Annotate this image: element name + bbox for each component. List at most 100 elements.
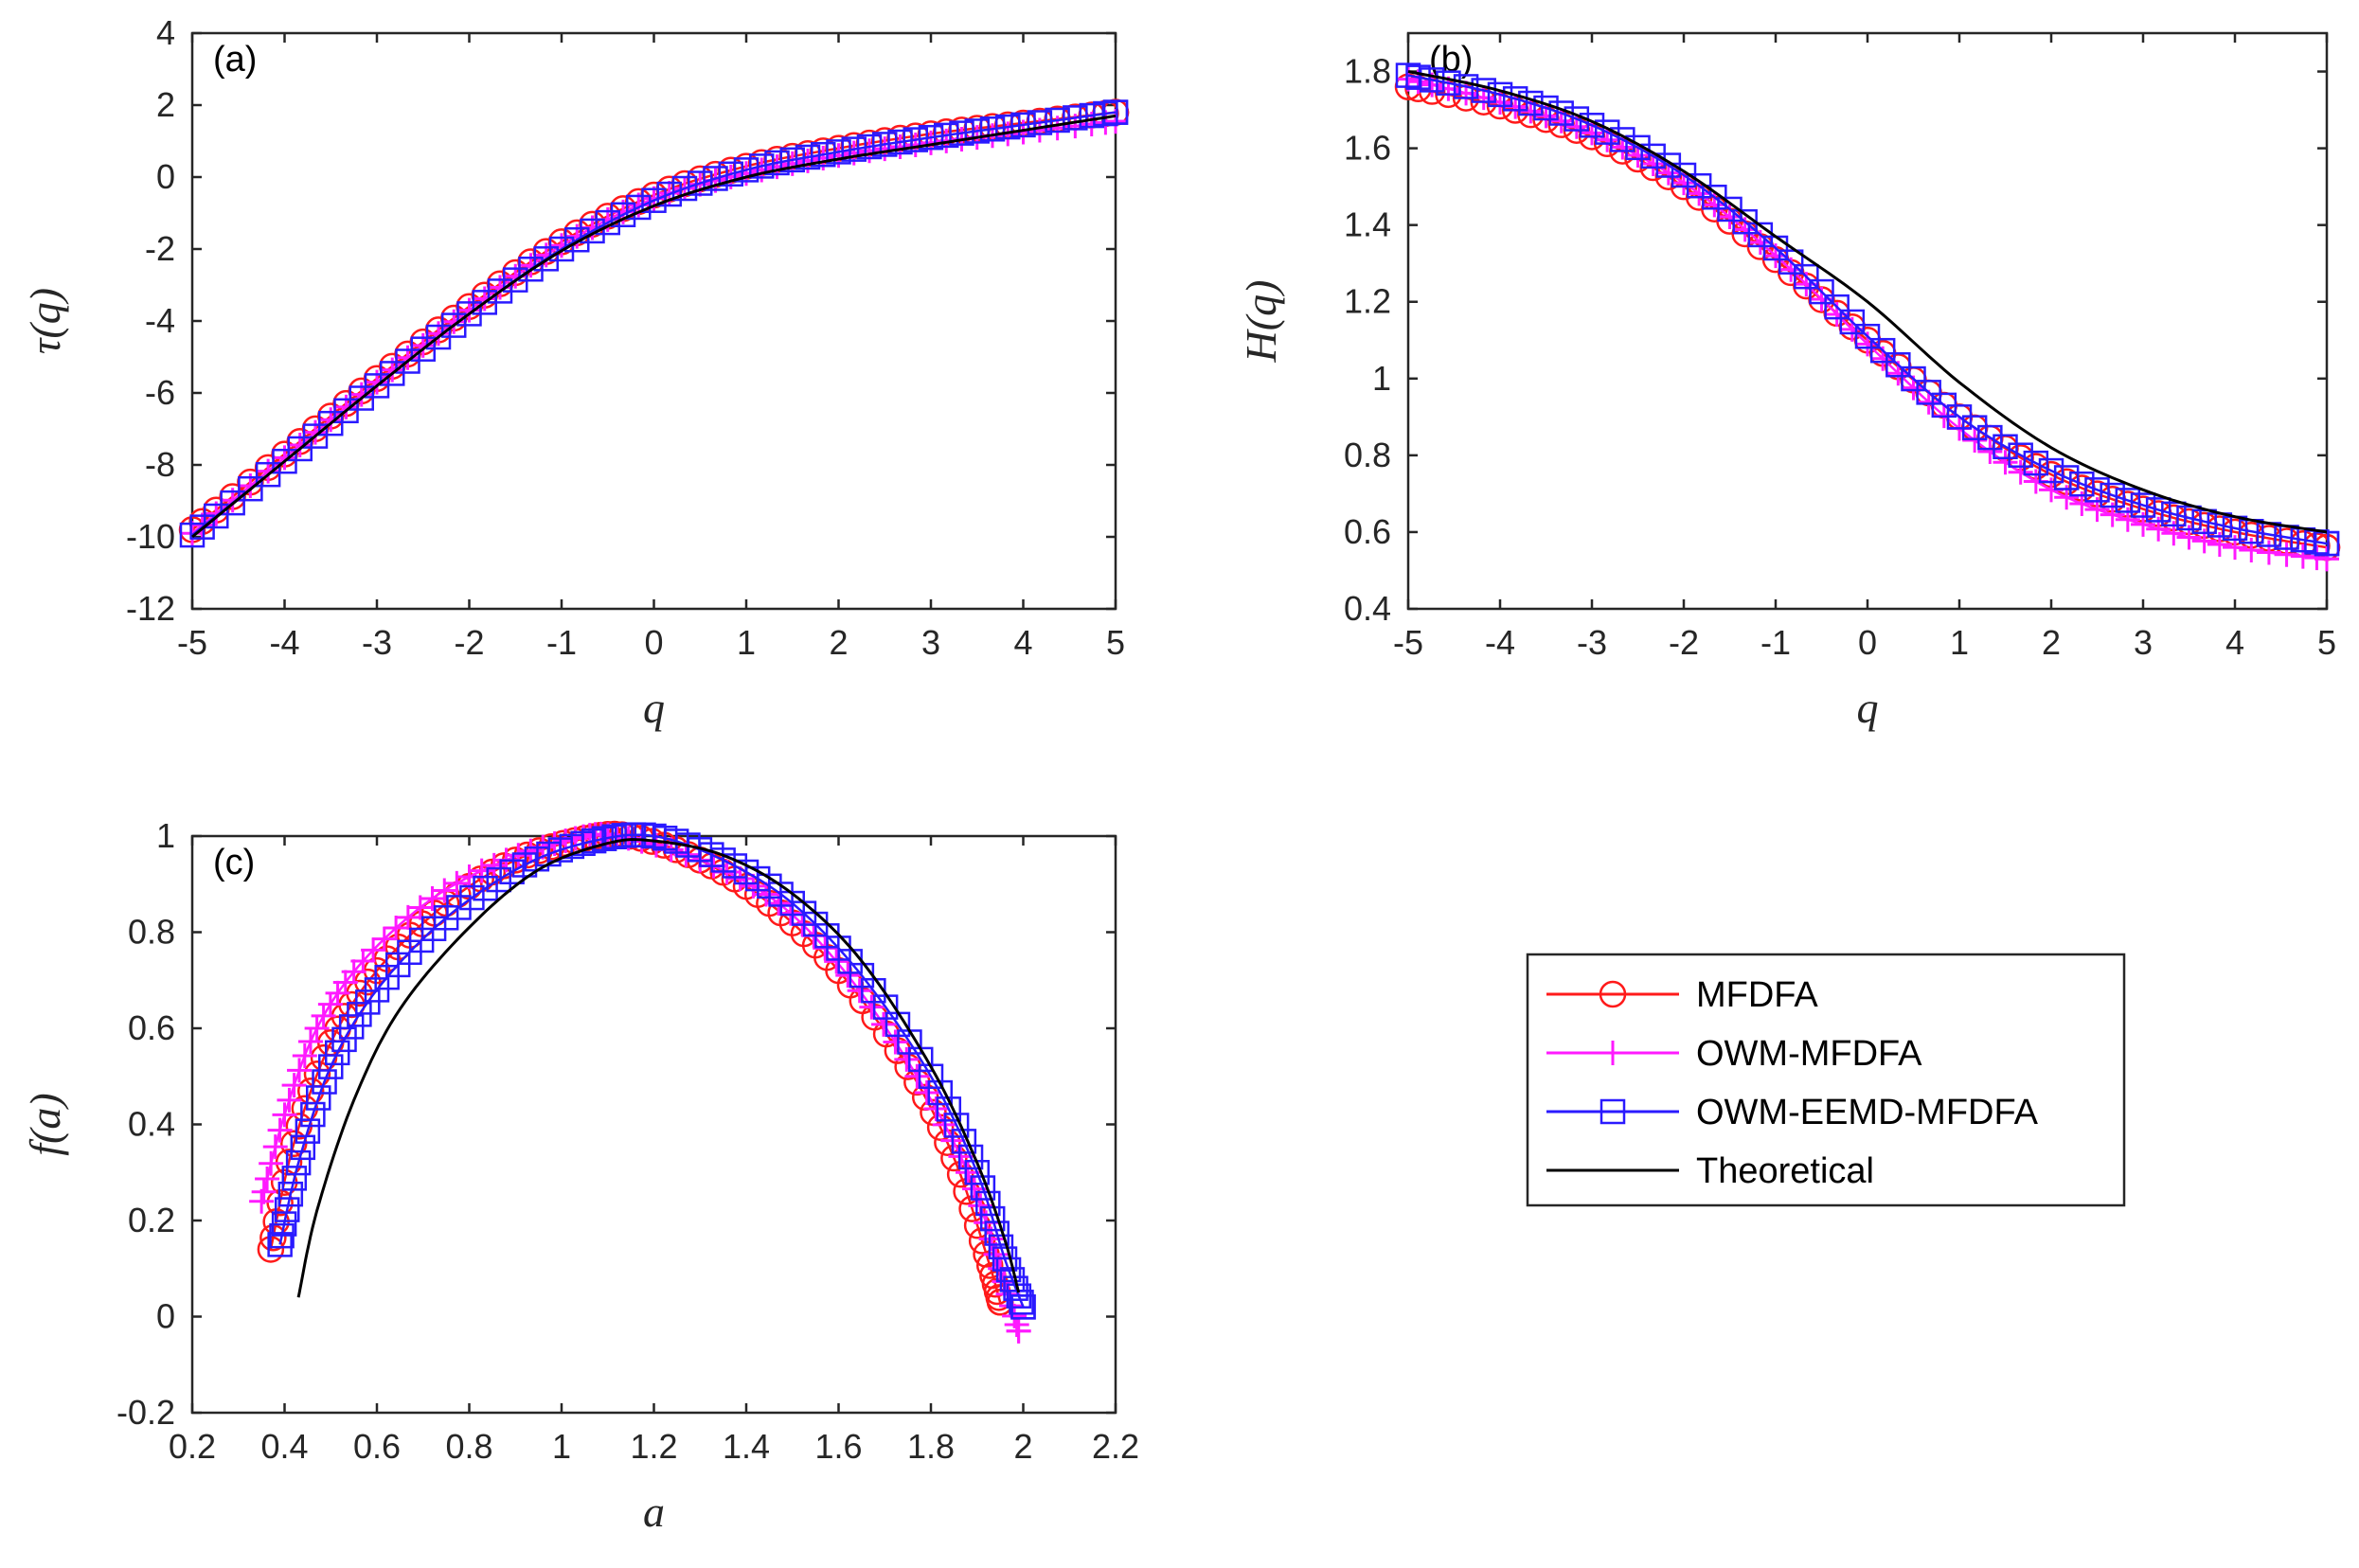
marker-owm-eemd-mfdfa [964,118,990,144]
marker-owm-eemd-mfdfa [312,1069,337,1095]
marker-owm-mfdfa [872,136,898,162]
marker-owm-mfdfa [251,1179,277,1204]
y-tick-label: 0.6 [1344,512,1391,551]
marker-owm-eemd-mfdfa [1405,64,1431,90]
marker-owm-eemd-mfdfa [1778,249,1804,275]
marker-owm-mfdfa [883,1029,908,1055]
y-tick-label: 1 [156,816,175,855]
marker-owm-eemd-mfdfa [749,153,775,179]
y-tick-label: 1.4 [1344,205,1391,244]
y-tick-label: 1.2 [1344,282,1391,321]
marker-owm-eemd-mfdfa [2161,501,2187,527]
legend-label: OWM-EEMD-MFDFA [1696,1093,2039,1132]
marker-owm-eemd-mfdfa [1594,119,1620,145]
legend-label: OWM-MFDFA [1696,1034,1922,1074]
marker-owm-mfdfa [904,1063,930,1089]
marker-owm-eemd-mfdfa [1093,100,1118,127]
marker-owm-mfdfa [1993,450,2018,475]
marker-owm-eemd-mfdfa [486,866,511,893]
x-tick-label: 1.8 [907,1427,955,1466]
marker-owm-eemd-mfdfa [1625,134,1651,161]
marker-owm-eemd-mfdfa [1993,434,2018,459]
marker-owm-eemd-mfdfa [934,122,959,149]
marker-mfdfa [1599,980,1627,1008]
marker-owm-eemd-mfdfa [811,141,836,168]
marker-owm-eemd-mfdfa [446,895,472,920]
marker-owm-eemd-mfdfa [179,522,206,548]
line-mfdfa [1407,85,2328,549]
marker-owm-mfdfa [432,878,457,903]
legend-box [1526,953,2126,1207]
marker-owm-eemd-mfdfa [1079,102,1104,129]
marker-owm-mfdfa [741,873,766,899]
x-tick-label: -1 [1760,623,1791,662]
marker-owm-eemd-mfdfa [1854,323,1881,349]
y-tick-label: -10 [126,517,175,556]
y-axis-label: f(a) [21,1093,69,1155]
x-tick-label: 0 [644,623,663,662]
y-axis-label: τ(q) [21,288,69,354]
marker-owm-eemd-mfdfa [306,1085,331,1111]
marker-owm-mfdfa [255,1167,280,1192]
legend-label: MFDFA [1696,975,1818,1015]
series-owm-mfdfa [180,109,1128,546]
x-tick-label: 5 [1106,623,1125,662]
x-tick-label: -3 [1577,623,1607,662]
marker-owm-eemd-mfdfa [1419,67,1445,93]
marker-owm-eemd-mfdfa [459,884,485,911]
legend: MFDFA OWM-MFDFA OWM-EEMD-MFDFA Theoretical [1526,953,2126,1207]
line-theoretical [1407,70,2328,534]
marker-owm-mfdfa [948,1144,974,1169]
marker-owm-mfdfa [395,904,420,930]
x-tick-label: -5 [1393,623,1423,662]
x-tick-label: 2 [829,623,848,662]
y-tick-label: -6 [145,373,175,412]
marker-owm-eemd-mfdfa [902,127,928,152]
marker-owm-mfdfa [2256,540,2281,565]
x-tick-label: 1 [737,623,756,662]
marker-owm-eemd-mfdfa [2038,457,2064,484]
marker-owm-mfdfa [923,1096,949,1121]
x-tick-label: 2.2 [1092,1427,1139,1466]
marker-owm-eemd-mfdfa [764,150,790,176]
y-tick-label: 0.8 [128,913,175,952]
x-tick-label: -3 [362,623,392,662]
marker-owm-eemd-mfdfa [703,166,728,191]
marker-owm-mfdfa [304,1016,330,1041]
x-tick-label: -1 [546,623,577,662]
marker-owm-eemd-mfdfa [887,129,913,155]
x-tick-label: 1.4 [723,1427,770,1466]
y-tick-label: -0.2 [116,1393,175,1432]
marker-owm-eemd-mfdfa [285,1149,312,1176]
marker-owm-eemd-mfdfa [2069,471,2095,497]
marker-owm-mfdfa [469,858,494,883]
axes-frame [190,834,1117,1415]
x-tick-label: 0.4 [260,1427,308,1466]
marker-owm-mfdfa [384,916,409,941]
marker-owm-eemd-mfdfa [2084,477,2110,503]
x-tick-label: 0 [1858,623,1877,662]
marker-owm-mfdfa [311,1003,336,1028]
marker-owm-eemd-mfdfa [2130,492,2156,518]
marker-owm-eemd-mfdfa [979,116,1006,142]
marker-owm-eemd-mfdfa [841,136,867,162]
marker-owm-eemd-mfdfa [318,1054,344,1079]
x-tick-label: 0.2 [169,1427,216,1466]
legend-label: Theoretical [1696,1151,1874,1191]
marker-owm-mfdfa [1006,1318,1031,1344]
y-tick-label: 4 [156,13,175,52]
marker-owm-eemd-mfdfa [718,161,743,187]
marker-owm-eemd-mfdfa [826,139,851,165]
marker-owm-mfdfa [824,949,849,974]
marker-owm-eemd-mfdfa [1640,143,1666,169]
panel-label: (a) [213,40,257,80]
x-tick-label: 1 [1950,623,1969,662]
marker-owm-eemd-mfdfa [267,1232,293,1257]
marker-owm-eemd-mfdfa [1916,380,1941,405]
marker-owm-eemd-mfdfa [918,124,944,151]
marker-owm-eemd-mfdfa [533,246,559,272]
panel-label: (b) [1429,40,1473,80]
marker-owm-eemd-mfdfa [671,175,698,202]
marker-owm-eemd-mfdfa [1839,309,1866,335]
